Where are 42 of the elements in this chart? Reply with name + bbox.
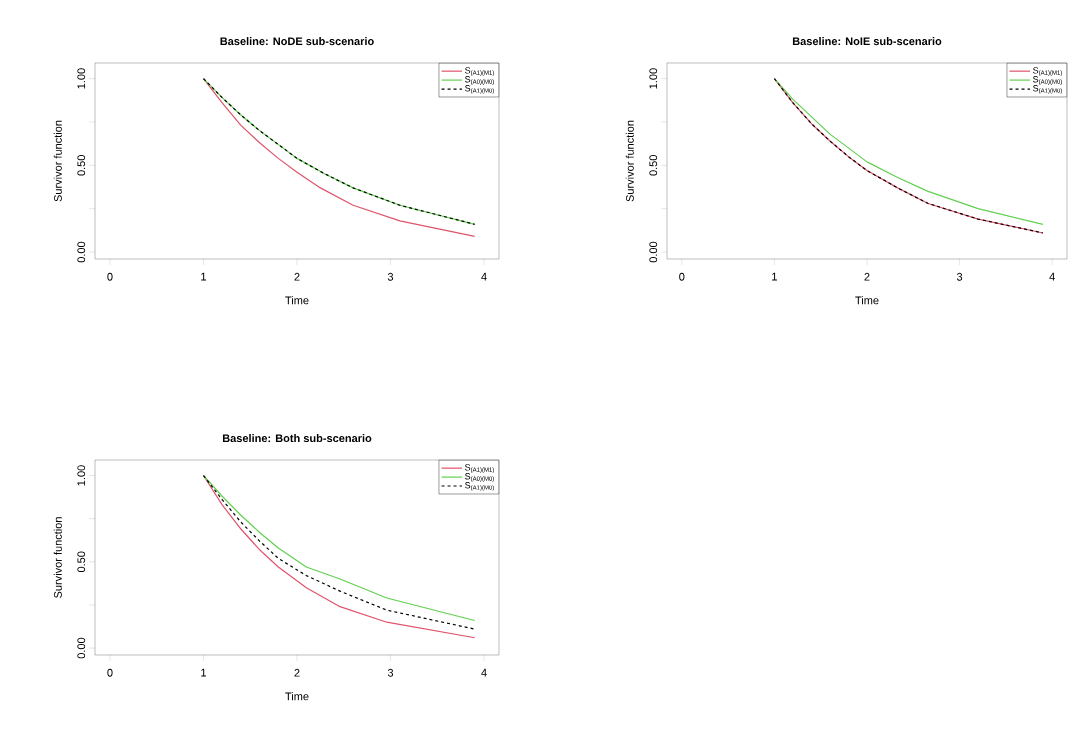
x-tick-label: 4	[481, 272, 487, 281]
x-tick-label: 3	[387, 668, 394, 677]
y-axis-title: Survivor function	[53, 120, 62, 202]
y-axis-title: Survivor function	[625, 120, 634, 202]
legend-label: S$_{(A1)(M0)}$	[465, 85, 494, 94]
legend-label: S$_{(A1)(M0)}$	[465, 482, 494, 491]
x-tick-label: 3	[387, 272, 394, 281]
y-tick-label: 0.00	[77, 241, 86, 263]
y-tick-label: 1.00	[649, 68, 658, 89]
chart-title: Baseline: Both sub-scenario	[222, 434, 372, 443]
y-axis-title: Survivor function	[53, 517, 62, 598]
chart-title: Baseline: NoDE sub-scenario	[220, 37, 374, 46]
x-tick-label: 2	[294, 668, 300, 677]
chart-title: Baseline: NoIE sub-scenario	[792, 37, 942, 46]
legend-label: S$_{(A0)(M0)}$	[465, 473, 494, 482]
x-tick-label: 4	[481, 668, 487, 677]
y-tick-label: 0.00	[77, 637, 86, 659]
x-tick-label: 1	[201, 272, 207, 281]
y-tick-label: 0.00	[649, 241, 658, 263]
x-tick-label: 2	[294, 272, 300, 281]
x-axis-title: Time	[855, 296, 879, 305]
y-tick-label: 1.00	[77, 465, 86, 486]
x-tick-label: 2	[864, 272, 870, 281]
x-tick-label: 0	[107, 668, 113, 677]
y-tick-label: 0.50	[77, 551, 86, 573]
y-tick-label: 0.50	[649, 155, 658, 176]
x-tick-label: 1	[772, 272, 777, 281]
legend-label: S$_{(A1)(M1)}$	[1033, 67, 1062, 76]
legend-label: S$_{(A0)(M0)}$	[1033, 76, 1062, 85]
legend-label: S$_{(A0)(M0)}$	[465, 76, 494, 85]
x-axis-title: Time	[285, 296, 309, 305]
x-tick-label: 1	[201, 668, 207, 677]
x-tick-label: 4	[1049, 272, 1055, 281]
y-tick-label: 1.00	[77, 68, 86, 89]
y-tick-label: 0.50	[77, 155, 86, 176]
x-tick-label: 3	[956, 272, 963, 281]
legend-label: S$_{(A1)(M1)}$	[465, 464, 494, 473]
x-tick-label: 0	[107, 272, 113, 281]
legend-label: S$_{(A1)(M0)}$	[1033, 85, 1062, 94]
legend-label: S$_{(A1)(M1)}$	[465, 67, 494, 76]
x-axis-title: Time	[285, 692, 309, 701]
x-tick-label: 0	[679, 272, 685, 281]
